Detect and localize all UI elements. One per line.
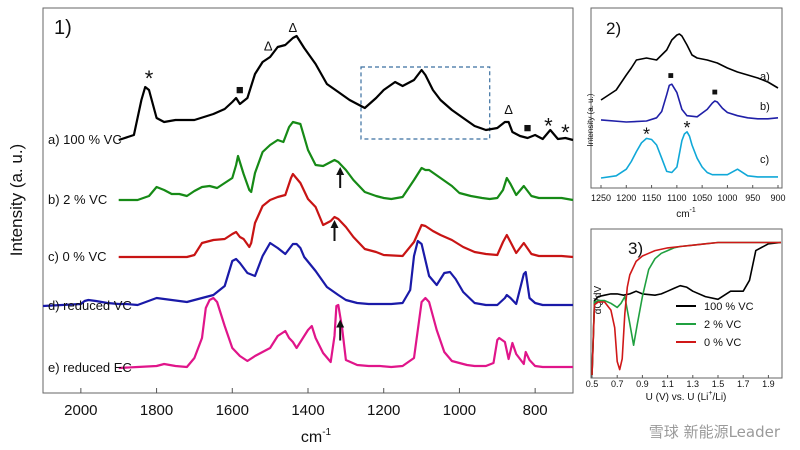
panel-1-x-axis-label-sup: -1 xyxy=(322,427,331,438)
peak-marker: ■ xyxy=(524,120,532,135)
panel-2-x-axis-label-sup: -1 xyxy=(690,207,696,214)
x-tick-label: 1000 xyxy=(717,193,737,203)
panel-1: 1) a) 100 % VC b) 2 % VC c) 0 % VC d) reduc… xyxy=(7,7,574,446)
panel-1-x-axis-label-text: cm xyxy=(301,429,322,446)
watermark: 雪球 新能源Leader xyxy=(648,423,780,441)
peak-marker: Δ xyxy=(504,102,513,117)
x-tick-label: 1.3 xyxy=(687,379,700,389)
peak-marker: Δ xyxy=(289,20,298,35)
peak-marker: ■ xyxy=(668,71,674,82)
panel-3-x-ticks: 0.5 0.7 0.9 1.1 1.3 1.5 1.7 1.9 xyxy=(586,375,775,389)
panel-2-label: 2) xyxy=(606,19,621,38)
x-tick-label: 1.1 xyxy=(661,379,674,389)
panel-1-x-axis-label: cm-1 xyxy=(301,427,332,446)
panel-2-x-axis-label: cm-1 xyxy=(676,207,696,220)
series-line xyxy=(118,172,574,259)
series-line xyxy=(591,241,782,376)
panel-2-y-axis-label: Intensity (a. u.) xyxy=(586,93,595,146)
panel-2-frame xyxy=(590,7,783,189)
x-tick-label: 0.5 xyxy=(586,379,599,389)
series-label: c) xyxy=(760,154,769,166)
panel-3-x-axis-label-text: U (V) vs. U (Li xyxy=(646,392,709,403)
panel-1-series: a) 100 % VC b) 2 % VC c) 0 % VC d) reduced … xyxy=(42,34,574,375)
panel-2: 2) Intensity (a. u.) a) b) c) ■ ■ * * 1250 120… xyxy=(586,7,786,220)
panel-2-series: a) b) c) xyxy=(600,33,779,179)
x-tick-label: 0.7 xyxy=(611,379,624,389)
series-label: a) 100 % VC xyxy=(48,132,122,147)
series-label: b) xyxy=(760,101,770,113)
series-label: b) 2 % VC xyxy=(48,192,107,207)
peak-marker: * xyxy=(145,66,154,91)
panel-2-annotations: ■ ■ * * xyxy=(643,71,718,145)
arrow-marker xyxy=(336,319,345,341)
highlight-box xyxy=(360,66,491,140)
panel-3-x-axis-label-sup: + xyxy=(708,390,712,397)
peak-marker: * xyxy=(561,120,570,145)
x-tick-label: 1200 xyxy=(616,193,636,203)
series-label: c) 0 % VC xyxy=(48,249,107,264)
panel-3-x-axis-label: U (V) vs. U (Li+/Li) xyxy=(646,390,727,403)
x-tick-label: 1150 xyxy=(642,193,661,203)
x-tick-label: 1100 xyxy=(667,193,686,203)
panel-2-x-ticks: 1250 1200 1150 1100 1050 1000 950 900 xyxy=(591,185,786,203)
x-tick-label: 1000 xyxy=(443,402,476,419)
x-tick-label: 1200 xyxy=(367,402,400,419)
series-label: d) reduced VC xyxy=(48,298,132,313)
x-tick-label: 1800 xyxy=(140,402,173,419)
panel-1-x-ticks: 2000 1800 1600 1400 1200 1000 800 xyxy=(64,388,548,419)
series-line xyxy=(42,239,573,308)
legend-label: 2 % VC xyxy=(704,319,741,331)
series-label: a) xyxy=(760,71,770,83)
x-tick-label: 1400 xyxy=(291,402,324,419)
legend-label: 100 % VC xyxy=(704,301,754,313)
legend-label: 0 % VC xyxy=(704,337,741,349)
panel-3-legend: 100 % VC 2 % VC 0 % VC xyxy=(676,301,754,349)
x-tick-label: 0.9 xyxy=(636,379,649,389)
peak-marker: ■ xyxy=(236,82,244,97)
x-tick-label: 1250 xyxy=(591,193,611,203)
panel-3-x-axis-label-tail: /Li) xyxy=(712,392,726,403)
peak-marker: Δ xyxy=(264,38,273,53)
series-line xyxy=(591,241,781,376)
peak-marker: * xyxy=(643,124,650,144)
x-tick-label: 1600 xyxy=(216,402,249,419)
arrow-marker xyxy=(330,220,339,241)
peak-marker: ■ xyxy=(712,87,718,98)
series-line xyxy=(600,131,778,179)
x-tick-label: 800 xyxy=(523,402,548,419)
panel-3-label: 3) xyxy=(628,239,643,258)
series-label: e) reduced EC xyxy=(48,360,132,375)
panel-3: 3) dQ/dV 100 % VC2 % VC0 % VC 0.5 0.7 0.9 1… xyxy=(586,228,783,403)
panel-3-frame xyxy=(590,228,783,379)
peak-marker: * xyxy=(544,113,553,138)
peak-marker: * xyxy=(683,118,690,138)
x-tick-label: 900 xyxy=(770,193,785,203)
x-tick-label: 2000 xyxy=(64,402,97,419)
panel-3-series xyxy=(591,241,782,376)
x-tick-label: 1.7 xyxy=(737,379,750,389)
x-tick-label: 1050 xyxy=(692,193,712,203)
series-line xyxy=(600,33,779,101)
panel-1-y-axis-label: Intensity (a. u.) xyxy=(7,144,26,256)
series-line xyxy=(118,34,574,142)
x-tick-label: 1.9 xyxy=(762,379,775,389)
panel-1-annotations: * ■ Δ Δ Δ ■ * * xyxy=(145,20,570,341)
series-line xyxy=(600,83,779,123)
panel-1-label: 1) xyxy=(54,17,72,39)
series-line xyxy=(118,120,574,202)
x-tick-label: 1.5 xyxy=(712,379,725,389)
series-line xyxy=(118,296,573,370)
x-tick-label: 950 xyxy=(745,193,760,203)
panel-2-x-axis-label-text: cm xyxy=(676,209,689,220)
arrow-marker xyxy=(336,167,345,188)
